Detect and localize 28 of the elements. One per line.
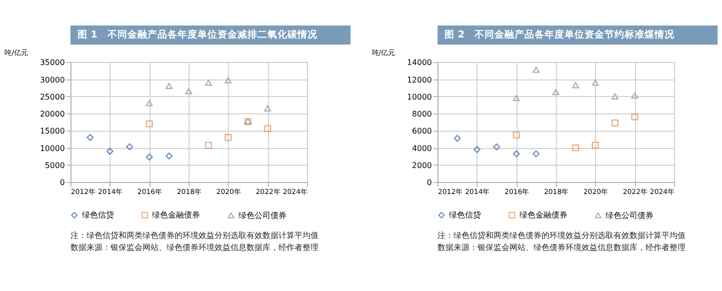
y-tick-label: 4000 [412,144,432,153]
source-note: 数据来源：银保监会网站、绿色债券环境效益信息数据库，经作者整理 [438,242,686,252]
y-tick-label: 20000 [40,110,65,119]
text: 注：绿色信贷和两类绿色债券的环境效益分别选取有效数据计算平均值 [70,230,318,240]
legend-label: 绿色金融债券 [152,210,200,220]
chart-title: 图 1 不同金融产品各年度单位资金减排二氧化碳情况 [77,28,318,41]
legend-label: 绿色公司债券 [605,210,654,220]
y-tick-label: 10000 [40,144,65,153]
y-tick-label: 0 [426,178,432,188]
y-tick-label: 6000 [412,126,432,136]
y-tick-label: 30000 [40,75,65,84]
y-tick-label: 15000 [40,126,65,136]
y-tick-label: 2000 [412,161,432,170]
y-tick-label: 5000 [44,161,65,170]
y-tick-label: 25000 [40,92,65,102]
legend-label: 绿色金融债券 [519,210,568,220]
y-tick-label: 14000 [407,58,432,68]
text: 注：绿色信贷和两类绿色债券的环境效益分别选取有效数据计算平均值 [438,230,686,240]
y-tick-label: 8000 [412,110,432,119]
y-tick-label: 12000 [407,75,432,84]
legend-label: 绿色信贷 [82,210,114,220]
y-tick-label: 0 [60,178,65,188]
y-tick-label: 35000 [40,58,65,68]
legend-label: 绿色信贷 [448,210,481,220]
y-tick-label: 10000 [407,92,432,102]
legend-label: 绿色公司债券 [238,210,286,220]
chart-title: 图 2 不同金融产品各年度单位资金节约标准煤情况 [444,28,676,41]
source-note: 数据来源：银保监会网站、绿色债券环境效益信息数据库，经作者整理 [70,242,318,252]
